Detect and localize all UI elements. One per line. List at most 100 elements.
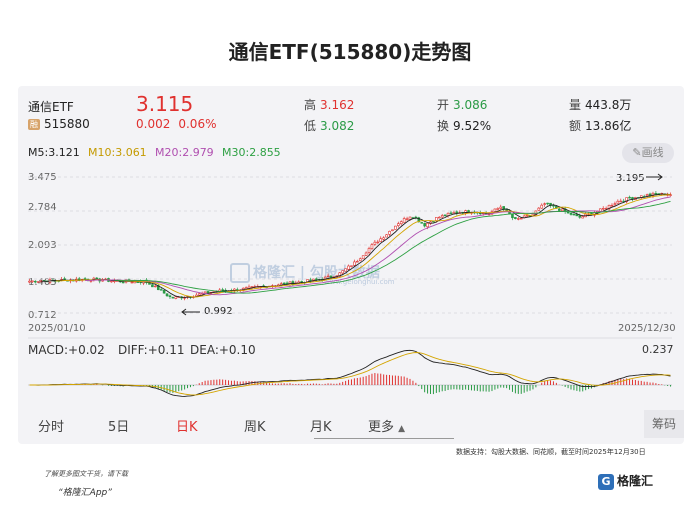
candle-body: [423, 223, 426, 227]
candles: [28, 191, 672, 301]
y-tick-label: 0.712: [28, 310, 57, 321]
period-tabs: 分时 5日 日K 周K 月K 更多 ▲ 筹码: [18, 410, 684, 439]
candle-body: [165, 293, 169, 297]
candle-body: [426, 222, 429, 228]
high-label: 高: [304, 98, 317, 112]
candle-body: [364, 252, 368, 256]
candle-body: [449, 212, 453, 214]
turnover-label: 换: [437, 119, 450, 133]
brand-logo-icon: G: [598, 473, 614, 490]
candle-body: [402, 218, 406, 223]
candle-body: [464, 210, 467, 214]
candle-body: [519, 217, 523, 220]
candle-body: [645, 194, 649, 197]
candle-body: [382, 237, 385, 240]
diff-value: DIFF:+0.11: [118, 343, 185, 357]
high-value: 3.162: [320, 98, 355, 112]
data-source-note: 数据支持：勾股大数据、同花顺，截至时间2025年12月30日: [456, 448, 646, 456]
tab-monthly-k[interactable]: 月K: [310, 420, 332, 435]
candle-body: [347, 265, 350, 270]
promo-text: 了解更多图文干货，请下载: [44, 470, 128, 478]
y-tick-label: 1.403: [28, 277, 57, 288]
candle-body: [203, 291, 207, 294]
amount-label: 额: [569, 119, 582, 133]
moving-average-lines: [41, 193, 671, 298]
ma30-line: [114, 200, 671, 294]
candle-body: [197, 293, 201, 296]
promo-app-name: “格隆汇App”: [58, 488, 112, 498]
candle-body: [356, 261, 359, 263]
x-start-label: 2025/01/10: [28, 323, 86, 334]
ma20-legend: M20:2.979: [155, 146, 214, 159]
macd-value: MACD:+0.02: [28, 343, 105, 357]
candle-body: [361, 255, 365, 260]
x-end-label: 2025/12/30: [618, 323, 676, 334]
candle-body: [394, 225, 397, 230]
candle-body: [159, 289, 163, 291]
candle-body: [578, 215, 582, 218]
tab-intraday[interactable]: 分时: [38, 420, 65, 435]
candle-body: [613, 203, 617, 205]
candle-body: [625, 197, 628, 203]
watermark-logo-icon: [230, 263, 250, 283]
volume-value: 443.8万: [585, 98, 632, 112]
high-annotation: 3.195: [616, 173, 645, 184]
candle-body: [31, 280, 34, 283]
candle-body: [581, 216, 585, 219]
candle-body: [543, 203, 546, 205]
candle-body: [34, 280, 37, 283]
fund-code: 515880: [44, 117, 90, 131]
tab-more[interactable]: 更多 ▲: [368, 416, 405, 435]
candle-body: [572, 213, 576, 216]
turnover-value: 9.52%: [453, 119, 492, 133]
candle-body: [499, 206, 503, 209]
candle-body: [370, 244, 374, 250]
candle-body: [560, 208, 564, 212]
tab-5day[interactable]: 5日: [108, 420, 130, 435]
candle-body: [329, 275, 333, 278]
candle-body: [388, 231, 391, 235]
tab-daily-k[interactable]: 日K: [176, 420, 198, 435]
dea-value: DEA:+0.10: [190, 343, 256, 357]
candle-body: [95, 277, 99, 280]
ma5-legend: M5:3.121: [28, 146, 80, 159]
tab-underline: [314, 438, 454, 439]
chip-distribution-button[interactable]: 筹码: [644, 410, 684, 438]
volume-label: 量: [569, 98, 582, 112]
low-value: 3.082: [320, 119, 355, 133]
candle-body: [417, 217, 421, 223]
candle-body: [514, 217, 517, 219]
candle-body: [440, 215, 444, 218]
pencil-icon: ✎: [632, 146, 642, 159]
candle-body: [610, 204, 614, 207]
tab-weekly-k[interactable]: 周K: [244, 420, 266, 435]
candle-body: [396, 223, 400, 226]
candle-body: [616, 200, 620, 204]
brand-logo: G 格隆汇: [598, 472, 653, 490]
candle-body: [517, 218, 520, 220]
low-label: 低: [304, 119, 317, 133]
volume-stat: 量 443.8万: [569, 96, 631, 113]
candle-body: [28, 280, 31, 283]
ma10-line: [55, 194, 671, 298]
candle-body: [376, 241, 380, 244]
open-label: 开: [437, 98, 450, 112]
watermark-url: www.gelonghui.com: [324, 278, 395, 286]
candle-body: [338, 272, 342, 277]
candle-body: [546, 202, 549, 205]
candle-body: [493, 208, 497, 212]
chart-grid: [28, 176, 672, 339]
candle-body: [575, 214, 579, 217]
candle-body: [601, 208, 605, 210]
candle-body: [344, 268, 347, 272]
candle-body: [358, 258, 362, 262]
candle-body: [654, 193, 658, 195]
amount-value: 13.86亿: [585, 119, 632, 133]
open-stat: 开 3.086: [437, 96, 487, 113]
low-stat: 低 3.082: [304, 117, 354, 134]
candle-body: [83, 278, 87, 280]
candle-body: [437, 216, 441, 219]
draw-line-button[interactable]: ✎画线: [622, 143, 674, 163]
candle-body: [136, 281, 140, 283]
